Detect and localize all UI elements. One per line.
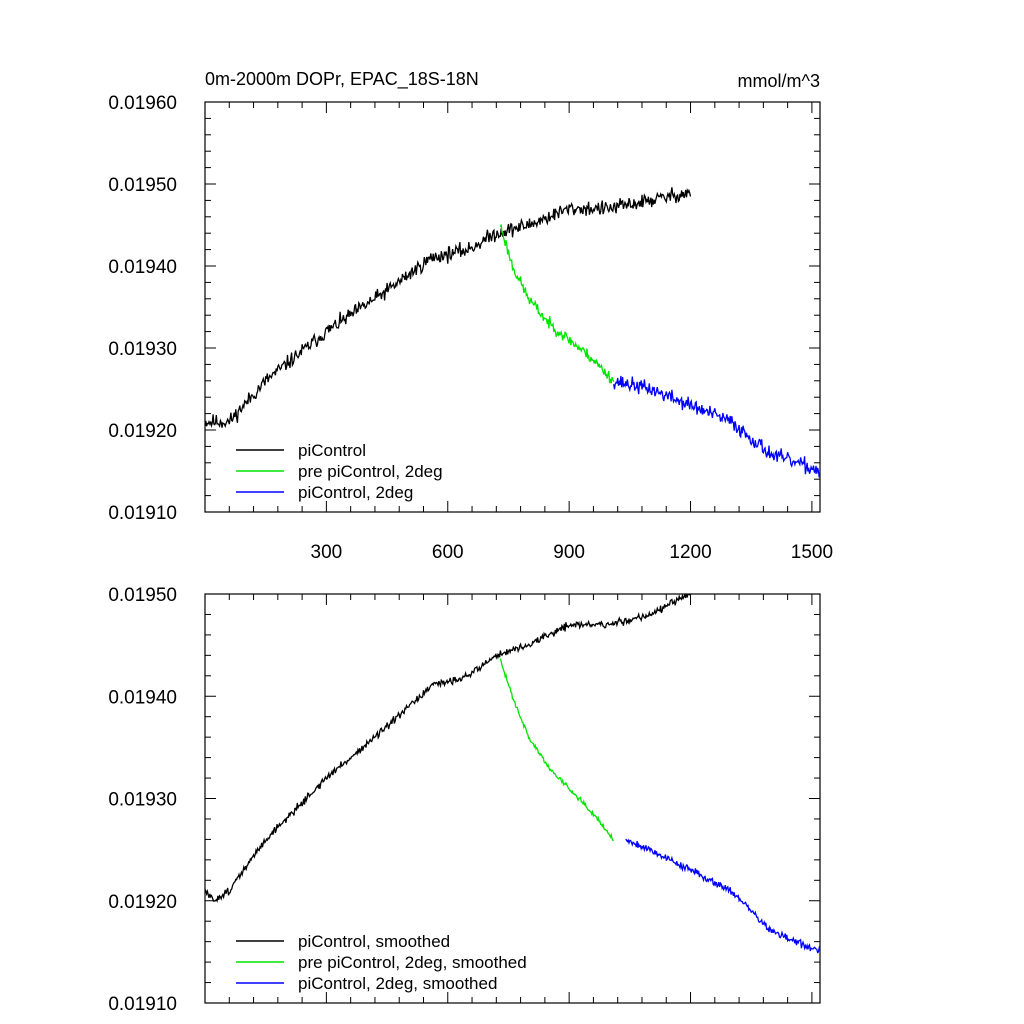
legend-label-1: piControl, smoothed [298,932,450,951]
series-line-3 [625,838,820,954]
y-tick-label: 0.01940 [108,687,177,708]
plot-frame [204,101,821,513]
y-tick-label: 0.01920 [108,421,177,442]
y-tick-label: 0.01950 [108,585,177,606]
series-line-3 [613,375,820,478]
y-tick-label: 0.01910 [108,503,177,524]
series-line-2 [499,224,615,384]
legend-label-2: pre piControl, 2deg [298,462,443,481]
legend-label-3: piControl, 2deg [298,483,413,502]
y-tick-label: 0.01920 [108,892,177,913]
y-tick-label: 0.01910 [108,994,177,1015]
units-label: mmol/m^3 [738,71,820,91]
y-tick-label: 0.01930 [108,339,177,360]
series-line-1 [205,594,691,903]
y-tick-label: 0.01930 [108,790,177,811]
legend-label-1: piControl [298,441,366,460]
series-line-2 [499,658,614,842]
top-chart-panel: 0.01910 0.01920 0.01930 0.01940 0.01950 0.019… [108,69,833,563]
x-tick-label: 300 [311,542,343,563]
bottom-chart-panel: 0.01910 0.01920 0.01930 0.01940 0.01950 piCon… [108,585,821,1015]
y-tick-label: 0.01940 [108,257,177,278]
x-tick-label: 1500 [791,542,833,563]
legend-label-2: pre piControl, 2deg, smoothed [298,953,527,972]
x-tick-label: 600 [432,542,464,563]
y-tick-label: 0.01950 [108,175,177,196]
chart-title: 0m-2000m DOPr, EPAC_18S-18N [205,69,479,90]
legend-label-3: piControl, 2deg, smoothed [298,974,497,993]
series-line-1 [205,187,692,429]
x-tick-label: 900 [553,542,585,563]
x-tick-label: 1200 [669,542,711,563]
y-tick-label: 0.01960 [108,93,177,114]
